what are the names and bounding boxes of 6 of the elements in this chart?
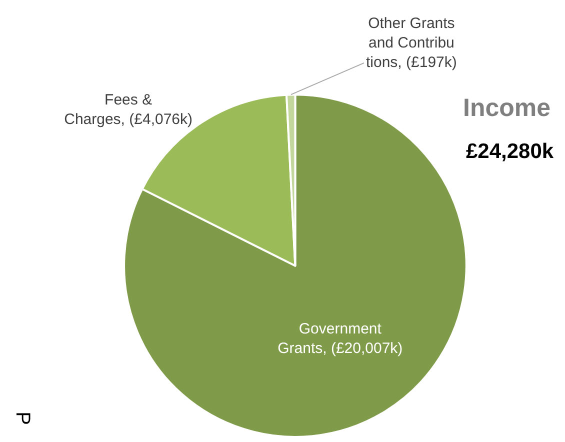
slice-label: Government Grants, (£20,007k) (278, 320, 403, 357)
text: Income (463, 94, 551, 122)
text: £24,280k (466, 140, 554, 163)
slice-label: Fees & Charges, (£4,076k) (64, 91, 193, 128)
slice-label: Other Grants and Contributions, (£197k) (366, 15, 457, 71)
text: P (12, 412, 34, 425)
